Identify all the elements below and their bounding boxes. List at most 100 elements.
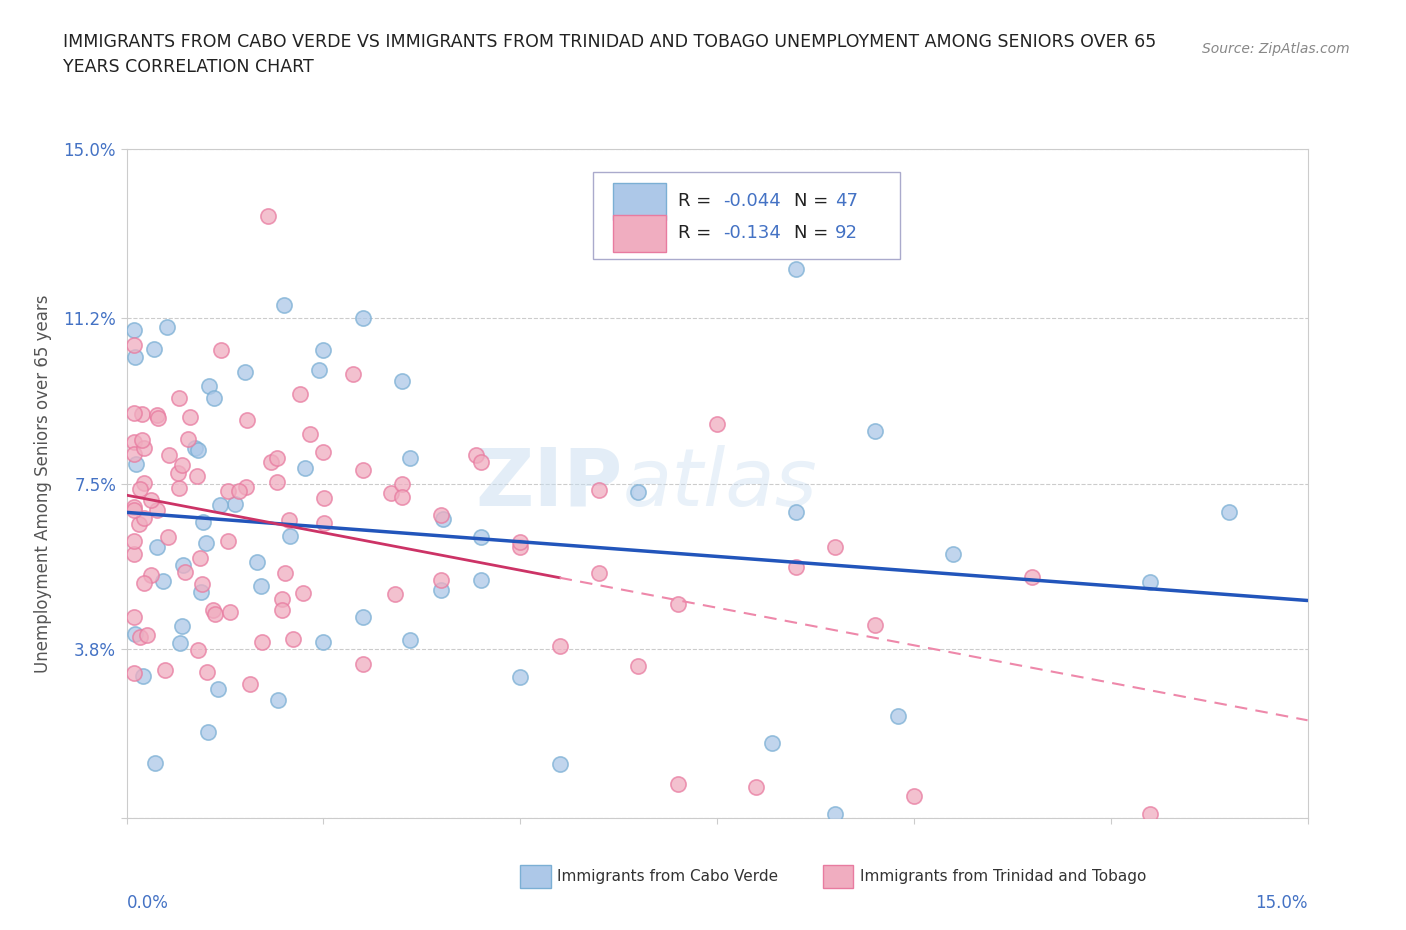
Point [176, 432, 198, 446]
Point [202, 602, 225, 617]
Point [132, 576, 155, 591]
Point [745, 779, 768, 794]
Point [132, 511, 155, 525]
Text: Immigrants from Trinidad and Tobago: Immigrants from Trinidad and Tobago [860, 869, 1147, 883]
Text: -0.044: -0.044 [723, 193, 780, 210]
Point [187, 642, 209, 657]
Point [183, 441, 205, 456]
Point [312, 445, 335, 459]
Point [169, 481, 191, 496]
Point [384, 586, 406, 601]
Point [627, 485, 650, 499]
Point [124, 405, 146, 420]
Point [124, 609, 146, 624]
Text: 15.0%: 15.0% [1256, 895, 1308, 912]
Point [172, 558, 194, 573]
Point [391, 476, 413, 491]
Point [235, 480, 257, 495]
Point [288, 387, 311, 402]
Point [129, 482, 152, 497]
Point [291, 585, 314, 600]
Point [146, 502, 169, 517]
Point [432, 512, 454, 526]
Point [187, 443, 209, 458]
Point [197, 724, 219, 739]
Point [124, 323, 146, 338]
Point [124, 503, 146, 518]
Point [887, 709, 910, 724]
Point [233, 365, 256, 379]
Point [146, 539, 169, 554]
Point [588, 565, 610, 580]
Point [824, 806, 846, 821]
Point [124, 434, 146, 449]
Point [352, 657, 374, 671]
Point [509, 670, 531, 684]
Point [139, 493, 162, 508]
Point [218, 604, 240, 619]
Point [142, 341, 165, 356]
Y-axis label: Unemployment Among Seniors over 65 years: Unemployment Among Seniors over 65 years [34, 295, 52, 672]
Point [312, 635, 335, 650]
Bar [613, 183, 666, 219]
Point [250, 578, 273, 593]
Point [246, 554, 269, 569]
Point [430, 508, 453, 523]
Point [191, 577, 214, 591]
Text: R =: R = [678, 224, 723, 243]
Point [470, 572, 492, 587]
Point [209, 342, 232, 357]
Point [548, 757, 571, 772]
Point [1021, 570, 1043, 585]
Point [152, 574, 174, 589]
Point [1218, 505, 1240, 520]
Point [299, 427, 322, 442]
Point [129, 630, 152, 644]
Point [146, 407, 169, 422]
Point [124, 499, 146, 514]
Point [197, 379, 219, 394]
Text: 92: 92 [835, 224, 858, 243]
Point [209, 498, 232, 512]
Point [193, 514, 215, 529]
Point [274, 566, 297, 581]
Point [195, 665, 218, 680]
Point [190, 585, 212, 600]
Point [666, 597, 689, 612]
Point [186, 469, 208, 484]
Point [128, 516, 150, 531]
Point [136, 627, 159, 642]
Point [785, 262, 807, 277]
Point [153, 662, 176, 677]
Point [280, 528, 302, 543]
Point [588, 482, 610, 497]
Point [464, 448, 486, 463]
Point [124, 338, 146, 352]
Point [188, 551, 211, 565]
Point [143, 755, 166, 770]
Point [312, 342, 335, 357]
Point [666, 777, 689, 791]
Point [281, 632, 304, 647]
Point [169, 635, 191, 650]
Point [863, 423, 886, 438]
Point [132, 475, 155, 490]
Point [391, 374, 413, 389]
Text: R =: R = [678, 193, 717, 210]
Point [146, 410, 169, 425]
Point [217, 484, 239, 498]
Point [157, 447, 180, 462]
Point [204, 606, 226, 621]
Point [132, 441, 155, 456]
Text: atlas: atlas [623, 445, 817, 523]
Point [706, 417, 728, 432]
Point [239, 676, 262, 691]
Point [761, 735, 783, 750]
Point [903, 789, 925, 804]
Point [1139, 575, 1161, 590]
Point [124, 665, 146, 680]
Point [266, 450, 288, 465]
Point [314, 490, 336, 505]
Point [785, 559, 807, 574]
Point [131, 406, 153, 421]
